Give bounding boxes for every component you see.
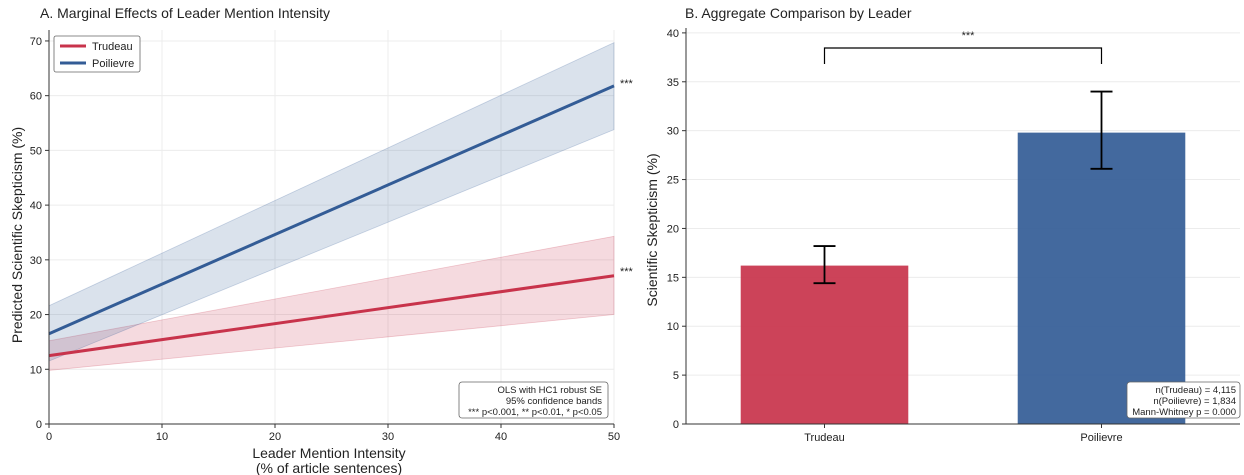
panel-a-tick-labels: 0 10 20 30 40 50 0 10 20 30 40 50 60 70 bbox=[30, 36, 620, 443]
panel-b-note-line: n(Poilievre) = 1,834 bbox=[1153, 396, 1236, 407]
panel-a-note-line: OLS with HC1 robust SE bbox=[497, 385, 602, 396]
y-tick-label: 15 bbox=[667, 272, 679, 284]
panel-b-title: B. Aggregate Comparison by Leader bbox=[685, 5, 912, 21]
y-tick-label: 30 bbox=[30, 255, 42, 267]
x-tick-label: 10 bbox=[156, 431, 168, 443]
significance-bracket-line bbox=[823, 47, 1103, 64]
poilievre-line bbox=[48, 84, 615, 336]
panel-b-axes bbox=[685, 28, 1240, 425]
panel-a-confidence-bands bbox=[48, 41, 615, 371]
x-tick-label: 50 bbox=[608, 431, 620, 443]
panel-a-x-axis-label: Leader Mention Intensity bbox=[252, 445, 405, 461]
y-tick-label: 70 bbox=[30, 36, 42, 48]
legend-poilievre-label: Poilievre bbox=[92, 58, 134, 70]
panel-b-note-box bbox=[1126, 381, 1241, 419]
trudeau-bar bbox=[740, 265, 909, 424]
y-tick-label: 5 bbox=[673, 370, 679, 382]
x-tick-label: 30 bbox=[382, 431, 394, 443]
significance-stars: *** bbox=[962, 30, 976, 42]
y-tick-label: 10 bbox=[667, 321, 679, 333]
y-tick-label: 25 bbox=[667, 175, 679, 187]
panel-a-legend: Trudeau Poilievre bbox=[53, 35, 141, 73]
panel-a-note-line: *** p<0.001, ** p<0.01, * p<0.05 bbox=[468, 407, 602, 418]
poilievre-significance-stars: *** bbox=[620, 78, 634, 90]
x-tick-label: Poilievre bbox=[1080, 432, 1122, 444]
panel-b-note-line: n(Trudeau) = 4,115 bbox=[1155, 385, 1236, 396]
panel-a-series-lines bbox=[48, 84, 615, 358]
trudeau-significance-stars: *** bbox=[620, 266, 634, 278]
y-tick-label: 50 bbox=[30, 145, 42, 157]
panel-b-bars bbox=[740, 132, 1186, 424]
x-tick-label: 0 bbox=[46, 431, 52, 443]
panel-a-grid bbox=[48, 30, 615, 425]
x-tick-label: Trudeau bbox=[804, 432, 845, 444]
panel-a-note-box bbox=[458, 381, 609, 419]
significance-bracket bbox=[823, 47, 1103, 64]
y-tick-label: 0 bbox=[673, 419, 679, 431]
panel-a-stats-note: OLS with HC1 robust SE 95% confidence ba… bbox=[458, 381, 609, 419]
y-tick-label: 10 bbox=[30, 364, 42, 376]
panel-b-chart: B. Aggregate Comparison by Leader Trudea… bbox=[644, 5, 1241, 444]
x-tick-label: 40 bbox=[495, 431, 507, 443]
y-tick-label: 40 bbox=[667, 28, 679, 40]
panel-a-chart: A. Marginal Effects of Leader Mention In… bbox=[9, 5, 634, 475]
panel-a-y-axis-label: Predicted Scientific Skepticism (%) bbox=[9, 127, 25, 343]
poilievre-bar bbox=[1017, 132, 1186, 424]
panel-b-error-bars bbox=[813, 90, 1113, 285]
y-tick-label: 40 bbox=[30, 200, 42, 212]
y-tick-label: 20 bbox=[30, 310, 42, 322]
x-tick-label: 20 bbox=[269, 431, 281, 443]
y-tick-label: 0 bbox=[36, 419, 42, 431]
y-tick-label: 35 bbox=[667, 77, 679, 89]
legend-trudeau-label: Trudeau bbox=[92, 41, 133, 53]
panel-b-tick-labels: Trudeau Poilievre 0 5 10 15 20 25 30 35 40 bbox=[667, 28, 1123, 444]
panel-a-title: A. Marginal Effects of Leader Mention In… bbox=[40, 5, 330, 21]
panel-b-stats-note: n(Trudeau) = 4,115 n(Poilievre) = 1,834 … bbox=[1126, 381, 1241, 419]
panel-a-note-line: 95% confidence bands bbox=[506, 396, 602, 407]
panel-a-x-axis-sublabel: (% of article sentences) bbox=[256, 460, 402, 475]
y-tick-label: 20 bbox=[667, 223, 679, 235]
trudeau-line bbox=[48, 274, 615, 358]
y-tick-label: 30 bbox=[667, 126, 679, 138]
y-tick-label: 60 bbox=[30, 91, 42, 103]
panel-b-y-axis-label: Scientific Skepticism (%) bbox=[644, 153, 660, 306]
panel-b-note-line: Mann-Whitney p = 0.000 bbox=[1132, 407, 1236, 418]
